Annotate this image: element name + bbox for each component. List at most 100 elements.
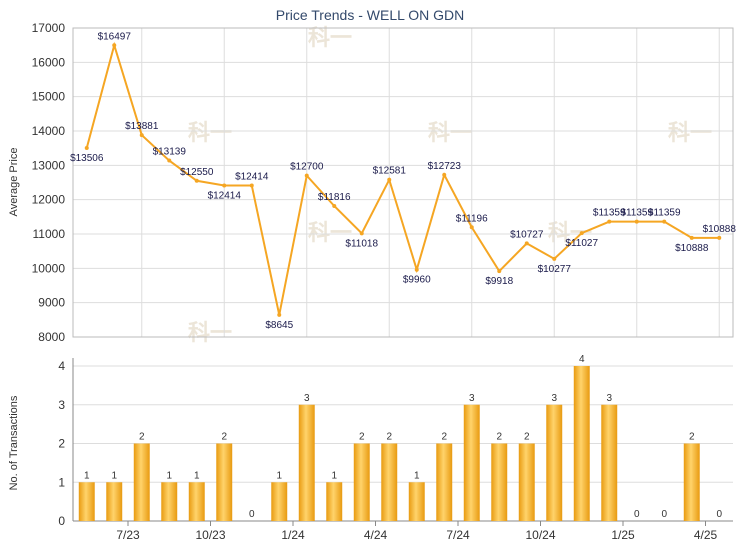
bar-y-tick-label: 0: [58, 514, 65, 528]
price-point: [717, 235, 722, 240]
price-data-label: $16497: [98, 31, 132, 42]
transactions-bar-panel: 0 1 2 3 4 1 1 2 1 1 2 0 1 3 1 2 2 1 2 3 2 2 3 4 3 0 0 2 0 7/23 10/23 1/…: [58, 354, 733, 542]
price-point: [524, 241, 529, 246]
transaction-bar: [573, 366, 590, 521]
price-data-label: $10888: [675, 243, 709, 254]
bar-y-tick-label: 4: [58, 359, 65, 373]
bar-x-tick-label: 1/25: [611, 528, 635, 542]
price-y-tick-label: 14000: [32, 124, 66, 138]
transaction-bar: [381, 443, 398, 521]
watermark-text: 科一: [428, 120, 472, 145]
price-data-label: $13881: [125, 121, 159, 132]
price-y-tick-label: 15000: [32, 90, 66, 104]
price-y-tick-label: 13000: [32, 158, 66, 172]
price-data-label: $12700: [290, 162, 324, 173]
price-data-label: $11196: [456, 213, 488, 224]
transaction-bar: [353, 443, 370, 521]
transaction-bar: [271, 482, 288, 521]
transaction-bar: [436, 443, 453, 521]
price-y-tick-label: 10000: [32, 261, 66, 275]
price-plot-frame: [72, 27, 734, 338]
bar-x-tick-label: 4/25: [694, 528, 718, 542]
bar-value-label: 1: [414, 470, 420, 481]
bar-value-label: 0: [716, 509, 722, 520]
price-point: [222, 183, 227, 188]
price-point: [689, 235, 694, 240]
price-point: [387, 177, 392, 182]
watermark-text: 科一: [188, 120, 232, 145]
price-data-label: $12723: [428, 161, 462, 172]
bar-y-tick-label: 3: [58, 398, 65, 412]
bar-value-label: 1: [276, 470, 282, 481]
transaction-bar: [326, 482, 343, 521]
bar-x-tick-label: 10/24: [525, 528, 555, 542]
price-data-label: $11027: [565, 238, 598, 249]
transaction-bar: [216, 443, 233, 521]
price-data-label: $8645: [265, 320, 293, 331]
watermark-text: 科一: [668, 120, 712, 145]
watermark-text: 科一: [308, 220, 352, 245]
price-point: [277, 312, 282, 317]
bar-value-label: 4: [579, 354, 585, 365]
bar-value-label: 0: [249, 509, 255, 520]
bar-value-label: 1: [331, 470, 337, 481]
price-point: [194, 178, 199, 183]
transaction-bar: [106, 482, 123, 521]
price-data-label: $9960: [403, 275, 431, 286]
bar-value-label: 3: [469, 393, 475, 404]
bar-value-label: 0: [661, 509, 667, 520]
bar-value-label: 3: [551, 393, 557, 404]
price-data-label: $11359: [593, 208, 626, 219]
transactions-y-axis-title: No. of Transactions: [8, 395, 20, 490]
price-data-label: $12414: [235, 171, 269, 182]
price-point: [497, 269, 502, 274]
transaction-bar: [133, 443, 150, 521]
price-data-label: $12414: [208, 190, 242, 201]
price-data-label: $12581: [373, 166, 407, 177]
price-point: [112, 43, 117, 48]
price-data-label: $10277: [538, 264, 572, 275]
price-data-label: $11816: [318, 192, 351, 203]
bar-x-tick-label: 10/23: [195, 528, 225, 542]
price-point: [249, 183, 254, 188]
price-data-label: $9918: [485, 276, 513, 287]
price-point: [634, 219, 639, 224]
bar-value-label: 2: [524, 432, 530, 443]
bar-value-label: 2: [221, 432, 227, 443]
price-data-label: $10727: [510, 229, 544, 240]
price-point: [469, 225, 474, 230]
price-point: [332, 203, 337, 208]
price-point: [607, 219, 612, 224]
price-point: [414, 267, 419, 272]
transaction-bar: [298, 404, 315, 521]
bar-value-label: 2: [139, 432, 145, 443]
bar-value-label: 3: [606, 393, 612, 404]
price-line-panel: 科一科一科一科一科一科一科一80009000100001100012000130…: [32, 21, 737, 345]
bar-x-tick-label: 1/24: [281, 528, 305, 542]
transaction-bar: [408, 482, 425, 521]
bar-x-tick-label: 4/24: [364, 528, 388, 542]
transaction-bar: [546, 404, 563, 521]
bar-value-label: 2: [441, 432, 447, 443]
chart-title: Price Trends - WELL ON GDN: [276, 7, 465, 23]
transaction-bar: [683, 443, 700, 521]
price-y-tick-label: 9000: [38, 296, 65, 310]
transaction-bar: [463, 404, 480, 521]
price-data-label: $11359: [648, 208, 681, 219]
watermark-text: 科一: [188, 320, 232, 345]
price-data-label: $13139: [153, 147, 187, 158]
price-y-tick-label: 17000: [32, 21, 66, 35]
price-data-label: $13506: [70, 153, 104, 164]
bar-value-label: 0: [634, 509, 640, 520]
bar-x-tick-label: 7/23: [116, 528, 140, 542]
price-y-axis-title: Average Price: [8, 148, 20, 217]
price-point: [442, 172, 447, 177]
bar-y-tick-label: 1: [58, 475, 65, 489]
bar-y-tick-label: 2: [58, 437, 65, 451]
price-data-label: $10888: [703, 224, 737, 235]
transaction-bar: [161, 482, 178, 521]
price-data-label: $11359: [620, 208, 653, 219]
price-point: [139, 133, 144, 138]
price-point: [579, 231, 584, 236]
